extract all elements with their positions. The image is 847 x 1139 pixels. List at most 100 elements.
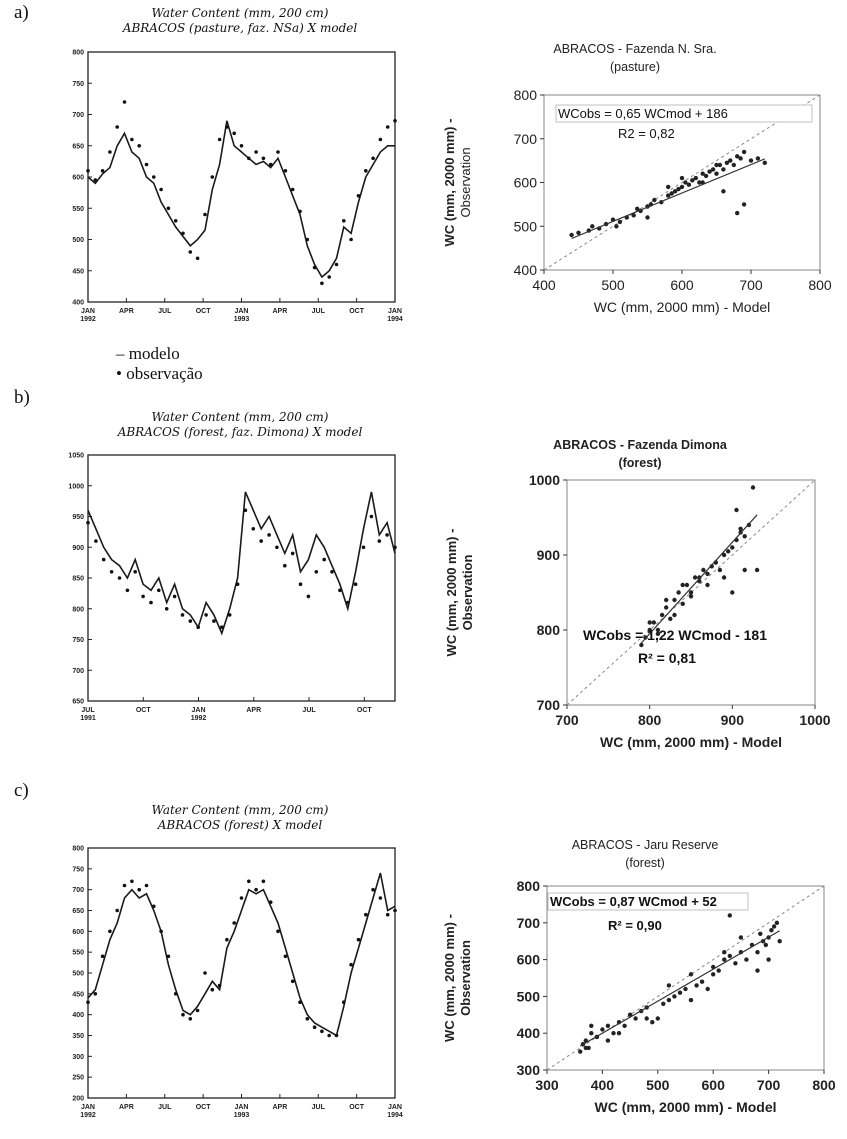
x-tick-label: JAN	[81, 1104, 95, 1111]
scatter-point	[647, 627, 652, 633]
legend: – modelo • observação	[116, 344, 203, 384]
chart-b-ts-title: Water Content (mm, 200 cm) ABRACOS (fore…	[70, 410, 410, 440]
scatter-point	[697, 575, 702, 580]
y-axis-label-line2: Observation	[458, 147, 473, 217]
scatter-point	[709, 564, 714, 569]
y-tick-label: 650	[72, 143, 84, 150]
one-to-one-line	[566, 479, 816, 706]
observation-point	[212, 619, 216, 623]
chart-c-timeseries: 200 250 300 350 400 450 500 550 600 650 700 750 800 J…	[72, 846, 403, 1120]
y-tick-label: 300	[72, 1054, 84, 1061]
scatter-point	[735, 210, 740, 216]
observation-point	[93, 992, 98, 996]
scatter-point	[738, 526, 743, 531]
x-tick-label: APR	[246, 707, 261, 714]
observation-point	[133, 570, 137, 574]
scatter-point	[645, 215, 650, 220]
scatter-point	[679, 184, 685, 190]
observation-point	[144, 162, 149, 167]
observation-point	[220, 625, 224, 629]
y-tick-label: 600	[517, 952, 541, 968]
scatter-point	[635, 206, 640, 211]
chart-b-scatter: 700 800 900 1000 700 800 900 1000 WC (mm, 2000 m…	[444, 472, 831, 750]
y-tick-label: 750	[72, 637, 84, 644]
observation-point	[298, 1000, 302, 1004]
x-tick-label: 1994	[387, 1112, 403, 1119]
y-tick-label: 1050	[68, 453, 84, 460]
scatter-point	[688, 590, 694, 595]
scatter-point	[589, 1031, 594, 1036]
scatter-point	[576, 230, 581, 235]
observation-point	[314, 570, 319, 574]
scatter-point	[590, 224, 595, 229]
scatter-point	[721, 189, 726, 194]
y-tick-label: 400	[72, 300, 84, 307]
observation-point	[369, 514, 374, 519]
scatter-point	[707, 169, 712, 174]
observation-point	[101, 557, 106, 562]
y-tick-label: 650	[72, 699, 84, 706]
scatter-point	[762, 160, 767, 165]
y-tick-label: 800	[537, 622, 561, 638]
scatter-point	[748, 158, 754, 163]
x-tick-label: JUL	[312, 308, 326, 315]
observation-point	[320, 1029, 324, 1034]
regression-line	[640, 514, 758, 644]
observation-point	[305, 237, 310, 242]
y-tick-label: 700	[72, 668, 84, 675]
regression-equation: WCobs = 1,22 WCmod - 181	[583, 627, 767, 643]
scatter-point	[611, 1031, 616, 1036]
observation-point	[125, 588, 130, 593]
observation-point	[378, 137, 383, 142]
scatter-point	[717, 567, 723, 573]
scatter-point	[722, 950, 727, 955]
x-tick-label: JUL	[158, 308, 172, 315]
observation-point	[152, 904, 156, 909]
scatter-point	[650, 1020, 655, 1025]
scatter-point	[688, 997, 694, 1003]
scatter-point	[672, 597, 677, 603]
y-tick-label: 500	[514, 218, 538, 234]
chart-c-ts-title-line2: ABRACOS (forest) X model	[157, 818, 323, 832]
plot-frame	[87, 51, 396, 303]
scatter-point	[766, 957, 771, 962]
observation-point	[180, 613, 185, 617]
scatter-point	[721, 167, 726, 172]
scatter-point	[777, 939, 782, 944]
observation-point	[232, 131, 236, 136]
regression-equation: WCobs = 0,87 WCmod + 52	[550, 894, 717, 909]
observation-point	[275, 545, 279, 550]
observation-point	[283, 169, 288, 173]
scatter-point	[655, 631, 661, 636]
observation-point	[371, 887, 375, 892]
equation-box	[547, 892, 749, 911]
scatter-point	[679, 175, 685, 181]
scatter-point	[633, 1016, 638, 1021]
y-tick-label: 400	[517, 1025, 541, 1041]
scatter-point	[683, 180, 688, 185]
y-tick-label: 550	[72, 206, 84, 213]
y-tick-label: 600	[72, 929, 84, 936]
scatter-point	[669, 191, 674, 196]
x-axis-label: WC (mm, 2000 mm) - Model	[600, 734, 782, 750]
x-tick-label: APR	[119, 308, 134, 315]
chart-b-sc-title-line1: ABRACOS - Fazenda Dimona	[553, 438, 727, 452]
scatter-point	[705, 986, 710, 992]
scatter-point	[666, 184, 671, 190]
chart-b-sc-title: ABRACOS - Fazenda Dimona (forest)	[520, 436, 760, 472]
x-tick-label: JAN	[234, 1104, 248, 1111]
chart-c-sc-title: ABRACOS - Jaru Reserve (forest)	[530, 836, 760, 872]
scatter-point	[730, 590, 735, 595]
regression-line	[579, 930, 780, 1047]
x-tick-label: OCT	[357, 707, 373, 714]
observation-point	[254, 150, 258, 154]
x-tick-label: 1991	[80, 715, 96, 722]
observation-point	[251, 527, 256, 531]
y-tick-label: 750	[72, 866, 84, 873]
observation-point	[322, 557, 327, 562]
chart-a-sc-title: ABRACOS - Fazenda N. Sra. (pasture)	[520, 40, 750, 76]
observation-point	[385, 125, 390, 129]
x-tick-label: JUL	[312, 1104, 326, 1111]
r-squared-label: R² = 0,90	[608, 918, 662, 933]
